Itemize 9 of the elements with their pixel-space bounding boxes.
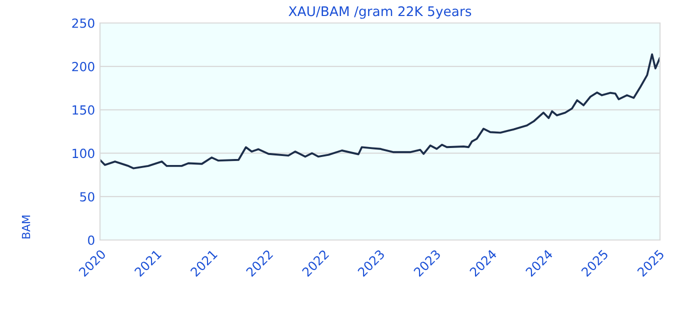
- y-tick-label: 200: [72, 62, 94, 72]
- y-tick-label: 250: [72, 18, 94, 28]
- y-tick-label: 150: [72, 105, 94, 115]
- y-tick-label: 50: [80, 192, 94, 202]
- y-tick-label: 100: [72, 148, 94, 158]
- y-axis-title: BAM: [22, 216, 30, 238]
- line-series: [100, 53, 660, 170]
- y-tick-label: 0: [88, 235, 94, 245]
- chart-title: XAU/BAM /gram 22K 5years: [288, 6, 472, 19]
